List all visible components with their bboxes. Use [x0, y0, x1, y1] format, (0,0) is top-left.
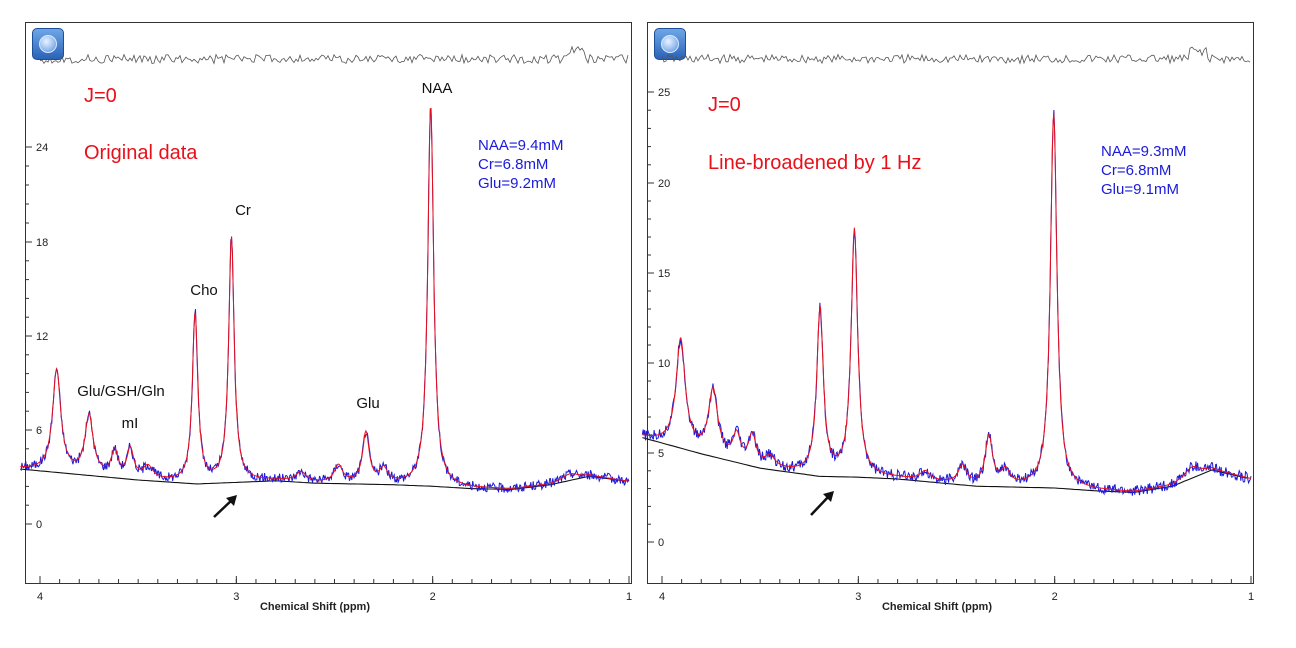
y-tick-label: 24	[36, 142, 48, 154]
concentration-label: Cr=6.8mM	[1101, 162, 1171, 179]
residual-line	[661, 46, 1251, 65]
arrow-shaft	[213, 498, 234, 518]
spectrum-panel-broadened: 0 5 10 15 20 25 4 3 2 1 Chemical Shift (ppm) J=0 Lin…	[641, 22, 1254, 613]
y-tick-label: 10	[658, 358, 670, 370]
peak-label: Glu/GSH/Gln	[77, 383, 165, 400]
peak-label: NAA	[422, 80, 453, 97]
y-tick-label: 0	[36, 519, 42, 531]
y-tick-label: 20	[658, 178, 670, 190]
x-tick-label: 3	[233, 591, 239, 603]
residual-line	[39, 45, 629, 65]
x-axis-label: Chemical Shift (ppm)	[882, 601, 992, 613]
y-tick-label: 25	[658, 87, 670, 99]
j-label: J=0	[708, 94, 741, 116]
arrow-head	[226, 495, 237, 506]
concentration-label: Glu=9.1mM	[1101, 181, 1179, 198]
peak-label: Cho	[190, 282, 218, 299]
x-tick-label: 4	[659, 591, 665, 603]
condition-label: Line-broadened by 1 Hz	[708, 152, 921, 174]
concentration-label: NAA=9.3mM	[1101, 143, 1186, 160]
concentration-label: NAA=9.4mM	[478, 137, 563, 154]
j-label: J=0	[84, 85, 117, 107]
x-tick-label: 3	[855, 591, 861, 603]
spectrum-panel-original: 0 6 12 18 24 4 3 2 1 Chemical Shift (ppm) J=0 Origi…	[20, 22, 632, 613]
y-tick-label: 6	[36, 425, 42, 437]
y-tick-label: 0	[658, 537, 664, 549]
view-toggle-button[interactable]	[32, 28, 64, 60]
peak-label: Glu	[356, 395, 379, 412]
arrow-head	[823, 491, 834, 502]
y-tick-label: 15	[658, 268, 670, 280]
data-line	[641, 109, 1252, 496]
x-tick-label: 2	[1052, 591, 1058, 603]
y-tick-label: 5	[658, 448, 664, 460]
peak-label: Cr	[235, 202, 251, 219]
x-tick-label: 1	[1248, 591, 1254, 603]
y-tick-label: 18	[36, 237, 48, 249]
x-tick-label: 1	[626, 591, 632, 603]
fit-line	[20, 108, 630, 489]
x-tick-label: 2	[430, 591, 436, 603]
concentration-label: Cr=6.8mM	[478, 156, 548, 173]
concentration-label: Glu=9.2mM	[478, 175, 556, 192]
spectrum-chart-broadened: 0 5 10 15 20 25 4 3 2 1 Chemical Shift (ppm) J=0 Lin…	[641, 46, 1254, 613]
y-tick-label: 12	[36, 331, 48, 343]
spectrum-chart-original: 0 6 12 18 24 4 3 2 1 Chemical Shift (ppm) J=0 Origi…	[20, 45, 632, 613]
fit-line	[642, 113, 1252, 492]
condition-label: Original data	[84, 142, 198, 164]
peak-label: mI	[122, 415, 139, 432]
x-axis-label: Chemical Shift (ppm)	[260, 601, 370, 613]
view-toggle-button[interactable]	[654, 28, 686, 60]
arrow-shaft	[810, 494, 831, 516]
x-tick-label: 4	[37, 591, 43, 603]
